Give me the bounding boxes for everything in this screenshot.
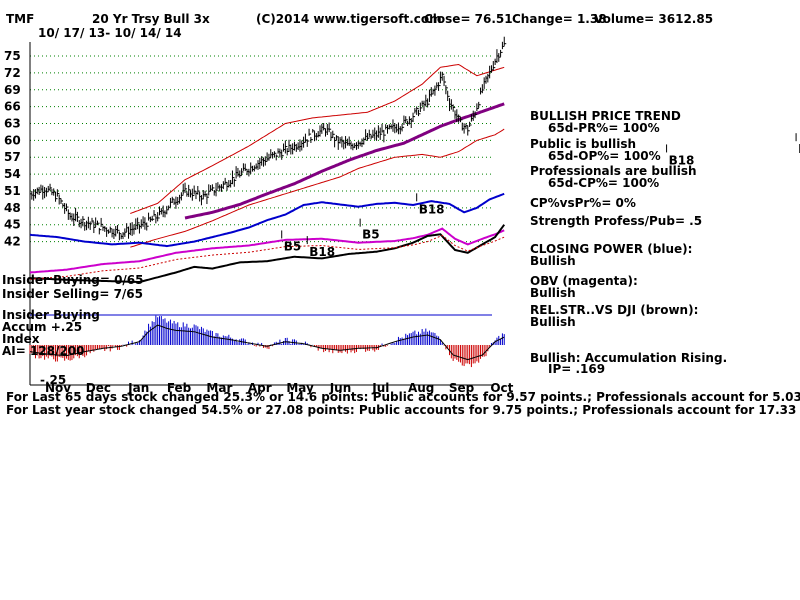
relstr-line [29, 224, 506, 283]
y-tick-label: 57 [4, 150, 21, 164]
security-name: 20 Yr Trsy Bull 3x [92, 12, 210, 26]
x-month-label: Oct [490, 381, 513, 395]
copyright: (C)2014 www.tigersoft.com [256, 12, 442, 26]
pro-title: Professionals are bullish [530, 164, 697, 178]
date-range: 10/ 17/ 13- 10/ 14/ 14 [38, 26, 182, 40]
y-tick-label: 42 [4, 235, 21, 249]
x-month-label: Apr [248, 381, 272, 395]
accumulation-ma [29, 324, 505, 361]
y-tick-label: 54 [4, 167, 21, 181]
signal-label: B18 [419, 202, 445, 216]
x-month-label: Jul [371, 381, 389, 395]
closing-power-line [29, 192, 505, 248]
trend-title: BULLISH PRICE TREND [530, 109, 681, 123]
trend-pr: 65d-PR%= 100% [548, 121, 660, 135]
signal-label: B18 [309, 245, 335, 259]
x-month-label: Feb [167, 381, 192, 395]
obv-line [29, 227, 505, 274]
ai-label: AI= 128/200 [2, 344, 85, 358]
closing-power-state: Bullish [530, 254, 576, 268]
cpvspr: CP%vsPr%= 0% [530, 196, 636, 210]
close-value: Close= 76.51 [424, 12, 513, 26]
footer-65d: For Last 65 days stock changed 25.3% or … [6, 390, 800, 404]
y-tick-label: 45 [4, 218, 21, 232]
y-tick-label: 60 [4, 133, 21, 147]
y-tick-label: 63 [4, 117, 21, 131]
x-month-label: May [286, 381, 314, 395]
insider-buying-title: Insider Buying [2, 308, 100, 322]
ip-value: IP= .169 [548, 362, 606, 376]
y-tick-label: 69 [4, 83, 21, 97]
x-month-label: Dec [86, 381, 111, 395]
obv-state: Bullish [530, 286, 576, 300]
x-month-label: Aug [408, 381, 434, 395]
signal-label: B5 [284, 239, 302, 253]
y-tick-label: 51 [4, 184, 21, 198]
y-tick-label: 72 [4, 66, 21, 80]
y-tick-label: 66 [4, 100, 21, 114]
signal-label: B17 [798, 142, 800, 156]
public-title: Public is bullish [530, 137, 637, 151]
relstr-label: REL.STR..VS DJI (brown): [530, 303, 699, 317]
y-tick-label: 75 [4, 49, 21, 63]
moving-average [184, 102, 505, 220]
strength: Strength Profess/Pub= .5 [530, 214, 703, 228]
footer-year: For Last year stock changed 54.5% or 27.… [6, 403, 800, 417]
x-month-label: Jun [329, 381, 352, 395]
x-month-label: Sep [449, 381, 475, 395]
closing-power-label: CLOSING POWER (blue): [530, 242, 693, 256]
insider-buying-ratio: Insider Buying= 0/65 [2, 273, 144, 287]
x-month-label: Jan [127, 381, 149, 395]
volume-value: Volume= 3612.85 [594, 12, 714, 26]
accum-minus-label: -.25 [40, 373, 67, 387]
index-label: Index [2, 332, 40, 346]
public-op: 65d-OP%= 100% [548, 149, 661, 163]
change-value: Change= 1.38 [512, 12, 607, 26]
upper-band [130, 63, 505, 214]
signal-label: B5 [362, 228, 380, 242]
ticker: TMF [6, 12, 35, 26]
signal-label: B18 [669, 153, 695, 167]
pro-cp: 65d-CP%= 100% [548, 176, 660, 190]
accumulation-state: Bullish: Accumulation Rising. [530, 351, 728, 365]
insider-selling-ratio: Insider Selling= 7/65 [2, 287, 144, 301]
obv-label: OBV (magenta): [530, 274, 638, 288]
relstr-state: Bullish [530, 315, 576, 329]
lower-band [130, 128, 505, 248]
x-month-label: Mar [206, 381, 232, 395]
y-tick-label: 48 [4, 201, 21, 215]
accum-plus-label: Accum +.25 [2, 320, 83, 334]
x-month-label: Nov [45, 381, 71, 395]
